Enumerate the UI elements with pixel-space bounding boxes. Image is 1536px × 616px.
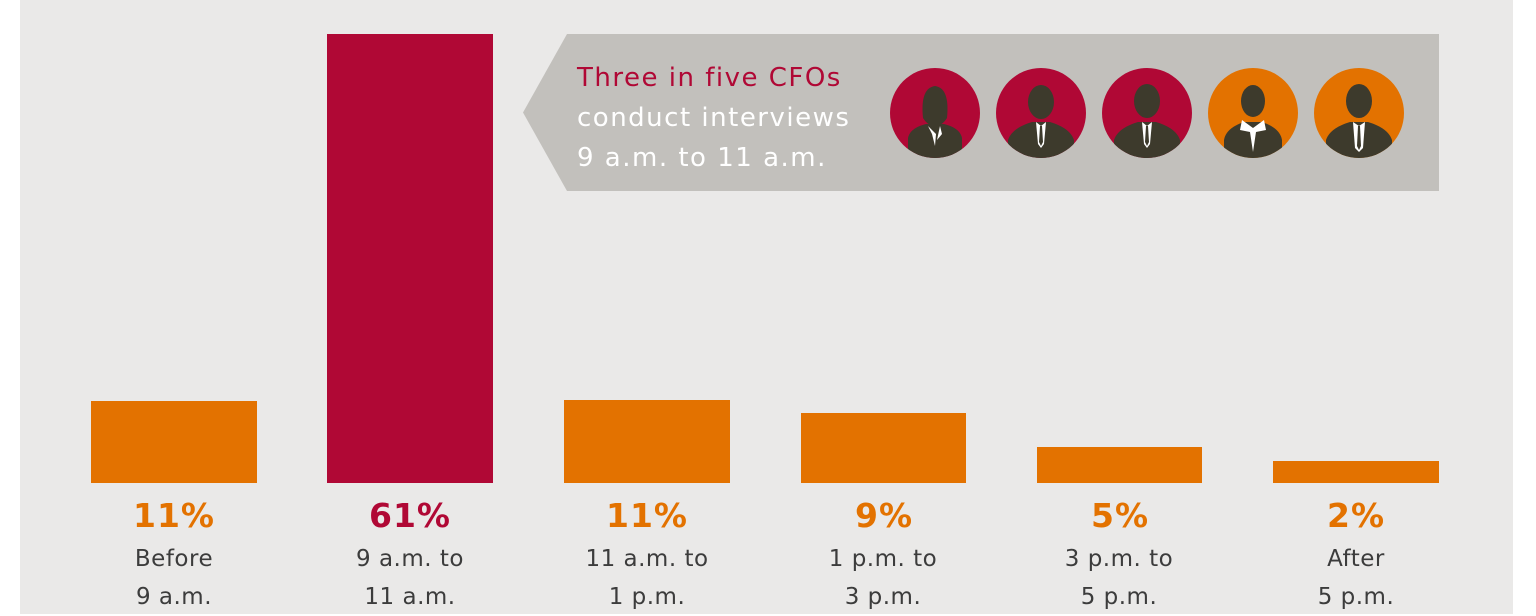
- value-label: 9%: [854, 496, 914, 535]
- businesswoman-icon: [1208, 68, 1298, 158]
- category-line1: 3 p.m. to: [1064, 546, 1174, 572]
- bar-11am-1pm: [564, 400, 730, 483]
- category-line1: 11 a.m. to: [585, 546, 709, 572]
- category-line2: 5 p.m.: [1317, 584, 1395, 610]
- category-label: Before 9 a.m.: [74, 540, 274, 616]
- value-label: 2%: [1326, 496, 1386, 535]
- category-line1: After: [1327, 546, 1385, 572]
- category-line2: 11 a.m.: [364, 584, 456, 610]
- bar-3pm-5pm: [1037, 447, 1202, 483]
- callout-line3: 9 a.m. to 11 a.m.: [577, 143, 827, 173]
- value-label: 11%: [606, 496, 688, 535]
- category-label: After 5 p.m.: [1256, 540, 1456, 616]
- businesswoman-icon: [890, 68, 980, 158]
- bar-before-9am: [91, 401, 257, 483]
- category-label: 1 p.m. to 3 p.m.: [783, 540, 983, 616]
- category-line1: 1 p.m. to: [828, 546, 938, 572]
- businessman-icon: [1102, 68, 1192, 158]
- value-label: 61%: [369, 496, 451, 535]
- category-line2: 5 p.m.: [1080, 584, 1158, 610]
- businessman-icon: [1314, 68, 1404, 158]
- businessman-icon: [996, 68, 1086, 158]
- bar-9am-11am: [327, 34, 493, 483]
- category-label: 11 a.m. to 1 p.m.: [547, 540, 747, 616]
- callout-headline: Three in five CFOs: [577, 63, 842, 93]
- value-label: 5%: [1090, 496, 1150, 535]
- category-line2: 3 p.m.: [844, 584, 922, 610]
- callout-line2: conduct interviews: [577, 103, 851, 133]
- category-line1: Before: [134, 546, 214, 572]
- callout-text: Three in five CFOs conduct interviews 9 …: [577, 58, 877, 178]
- category-line2: 9 a.m.: [135, 584, 213, 610]
- category-label: 9 a.m. to 11 a.m.: [310, 540, 510, 616]
- category-label: 3 p.m. to 5 p.m.: [1019, 540, 1219, 616]
- value-label: 11%: [133, 496, 215, 535]
- bar-after-5pm: [1273, 461, 1439, 483]
- category-line2: 1 p.m.: [608, 584, 686, 610]
- category-line1: 9 a.m. to: [356, 546, 464, 572]
- bar-1pm-3pm: [801, 413, 966, 483]
